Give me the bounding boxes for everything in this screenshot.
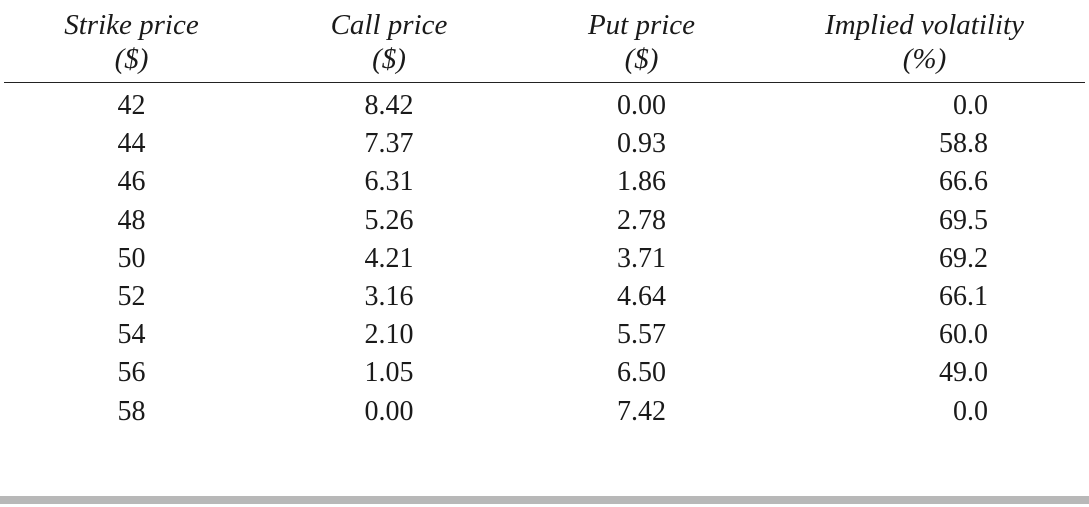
table-row: 50 4.21 3.71 69.2: [4, 240, 1085, 278]
cell-call-price: 2.10: [364, 319, 414, 351]
table-row: 52 3.16 4.64 66.1: [4, 278, 1085, 316]
cell-call-price: 0.00: [364, 395, 414, 427]
header-call-price: Call price ($): [259, 8, 519, 83]
cell-put-price: 1.86: [617, 166, 666, 198]
table-row: 58 0.00 7.42 0.0: [4, 393, 1085, 431]
header-put-price-unit: ($): [624, 43, 659, 75]
cell-strike-price: 58: [117, 395, 146, 427]
table-row: 42 8.42 0.00 0.0: [4, 83, 1085, 126]
cell-call-price: 4.21: [364, 242, 414, 274]
table-row: 54 2.10 5.57 60.0: [4, 316, 1085, 354]
cell-put-price: 0.00: [617, 90, 666, 122]
header-put-price: Put price ($): [519, 8, 764, 83]
cell-strike-price: 56: [117, 357, 146, 389]
cell-implied-volatility: 69.5: [939, 204, 988, 236]
cell-implied-volatility: 49.0: [939, 357, 988, 389]
header-call-price-label: Call price: [330, 9, 448, 41]
table-row: 46 6.31 1.86 66.6: [4, 163, 1085, 201]
cell-call-price: 8.42: [364, 90, 414, 122]
cell-put-price: 2.78: [617, 204, 666, 236]
cell-implied-volatility: 66.6: [939, 166, 988, 198]
cell-strike-price: 44: [117, 128, 146, 160]
options-table: Strike price ($) Call price ($) Put pric…: [4, 8, 1085, 431]
table-header: Strike price ($) Call price ($) Put pric…: [4, 8, 1085, 83]
cell-implied-volatility: 58.8: [939, 128, 988, 160]
table-body: 42 8.42 0.00 0.0 44 7.37 0.93 58.8 46 6.…: [4, 83, 1085, 431]
cell-put-price: 4.64: [617, 281, 666, 313]
cell-implied-volatility: 66.1: [939, 281, 988, 313]
cell-strike-price: 48: [117, 204, 146, 236]
cell-put-price: 6.50: [617, 357, 666, 389]
header-strike-price-label: Strike price: [64, 9, 199, 41]
cell-strike-price: 52: [117, 281, 146, 313]
header-row: Strike price ($) Call price ($) Put pric…: [4, 8, 1085, 83]
cell-implied-volatility: 0.0: [953, 395, 988, 427]
cell-call-price: 3.16: [364, 281, 414, 313]
header-call-price-unit: ($): [372, 43, 406, 75]
cell-put-price: 5.57: [617, 319, 666, 351]
table-row: 56 1.05 6.50 49.0: [4, 354, 1085, 392]
cell-put-price: 0.93: [617, 128, 666, 160]
header-implied-volatility-label: Implied volatility: [825, 9, 1024, 41]
cell-call-price: 7.37: [364, 128, 414, 160]
header-implied-volatility: Implied volatility (%): [764, 8, 1085, 83]
header-put-price-label: Put price: [587, 9, 696, 41]
cell-call-price: 5.26: [364, 204, 414, 236]
cell-implied-volatility: 0.0: [953, 90, 988, 122]
cell-call-price: 6.31: [364, 166, 414, 198]
header-strike-price-unit: ($): [114, 43, 149, 75]
header-implied-volatility-unit: (%): [902, 43, 947, 75]
table-bottom-rule: [0, 496, 1089, 504]
cell-strike-price: 42: [117, 90, 146, 122]
cell-strike-price: 54: [117, 319, 146, 351]
cell-strike-price: 46: [117, 166, 146, 198]
table-row: 44 7.37 0.93 58.8: [4, 125, 1085, 163]
cell-put-price: 3.71: [617, 242, 666, 274]
header-strike-price: Strike price ($): [4, 8, 259, 83]
cell-call-price: 1.05: [364, 357, 414, 389]
cell-put-price: 7.42: [617, 395, 666, 427]
cell-strike-price: 50: [117, 242, 146, 274]
cell-implied-volatility: 60.0: [939, 319, 988, 351]
table-row: 48 5.26 2.78 69.5: [4, 202, 1085, 240]
cell-implied-volatility: 69.2: [939, 242, 988, 274]
